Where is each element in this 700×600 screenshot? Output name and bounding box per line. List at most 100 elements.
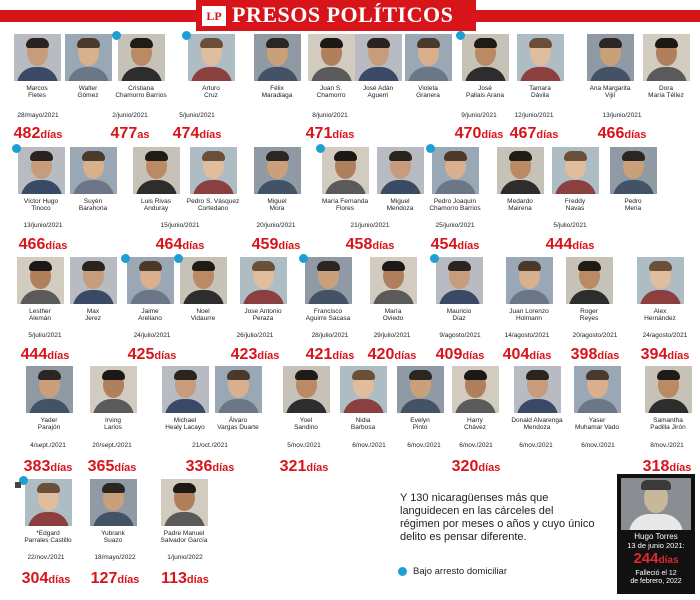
detention-date: 9/junio/2021 bbox=[461, 112, 497, 119]
days-number: 467 bbox=[509, 125, 537, 142]
prisoner-name: Alex Hernández bbox=[644, 308, 676, 322]
portrait-photo bbox=[308, 34, 355, 81]
days-count: 425días bbox=[112, 346, 192, 364]
prisoner-name: Harry Chávez bbox=[463, 417, 487, 431]
days-suffix: días bbox=[332, 129, 355, 141]
days-number: 474 bbox=[172, 125, 200, 142]
days-count: 404días bbox=[487, 346, 567, 364]
house-arrest-dot-icon bbox=[19, 476, 28, 485]
legend-label: Bajo arresto domiciliar bbox=[413, 566, 507, 577]
portrait-photo bbox=[322, 147, 369, 194]
portrait-photo bbox=[645, 366, 692, 413]
days-count: 464días bbox=[140, 236, 220, 254]
days-count: 365días bbox=[72, 458, 152, 476]
detention-date: 20/junio/2021 bbox=[256, 222, 296, 229]
prisoner-name: Dora María Téllez bbox=[648, 85, 684, 99]
prisoner-name: Yoel Sandino bbox=[294, 417, 318, 431]
detention-date: 6/nov./2021 bbox=[352, 442, 386, 449]
days-count: 321días bbox=[264, 458, 344, 476]
days-number: 113 bbox=[161, 570, 187, 587]
portrait-photo bbox=[14, 34, 61, 81]
days-count: 420días bbox=[352, 346, 432, 364]
days-number: 304 bbox=[21, 570, 49, 587]
portrait-photo bbox=[462, 34, 509, 81]
legend: Bajo arresto domiciliar bbox=[398, 566, 507, 577]
memorial-box: Hugo Torres 13 de junio 2021: 244días Fa… bbox=[617, 474, 695, 594]
days-count: 454días bbox=[415, 236, 495, 254]
days-suffix: días bbox=[462, 350, 485, 362]
house-arrest-dot-icon bbox=[121, 254, 130, 263]
days-suffix: días bbox=[481, 129, 504, 141]
prisoner-name: Pedro S. Vásquez Cortedano bbox=[186, 198, 240, 212]
prisoner-name: Marcos Fletes bbox=[26, 85, 48, 99]
prisoner-name: Pedro Joaquín Chamorro Barrios bbox=[429, 198, 481, 212]
days-number: 425 bbox=[127, 346, 155, 363]
note-text: Y 130 nicaragüenses más que languidecen … bbox=[400, 492, 595, 543]
days-suffix: días bbox=[669, 462, 692, 474]
prisoner-name: Yubrank Suazo bbox=[101, 530, 125, 544]
portrait-photo bbox=[517, 34, 564, 81]
days-count: 383días bbox=[8, 458, 88, 476]
page-title: PRESOS POLÍTICOS bbox=[232, 2, 454, 27]
house-arrest-dot-icon bbox=[426, 144, 435, 153]
days-count: 477as bbox=[90, 125, 170, 143]
detention-date: 5/julio/2021 bbox=[553, 222, 587, 229]
days-count: 444días bbox=[530, 236, 610, 254]
days-suffix: días bbox=[332, 350, 355, 362]
prisoner-name: María Fernanda Flores bbox=[321, 198, 369, 212]
portrait-photo bbox=[133, 147, 180, 194]
detention-date: 26/julio/2021 bbox=[236, 332, 274, 339]
days-count: 474días bbox=[157, 125, 237, 143]
days-suffix: días bbox=[394, 350, 417, 362]
detention-date: 29/julio/2021 bbox=[373, 332, 411, 339]
days-suffix: días bbox=[597, 350, 620, 362]
detention-date: 5/junio/2021 bbox=[179, 112, 215, 119]
house-arrest-dot-icon bbox=[112, 31, 121, 40]
prisoner-name: Samantha Padilla Jirón bbox=[650, 417, 686, 431]
days-number: 336 bbox=[185, 458, 213, 475]
memorial-death-note: Falleció el 12 de febrero, 2022 bbox=[630, 570, 682, 585]
detention-date: 13/junio/2021 bbox=[602, 112, 642, 119]
days-number: 470 bbox=[454, 125, 482, 142]
detention-date: 20/agosto/2021 bbox=[572, 332, 618, 339]
portrait-photo bbox=[70, 257, 117, 304]
house-arrest-dot-icon bbox=[174, 254, 183, 263]
portrait-photo bbox=[637, 257, 684, 304]
days-suffix: días bbox=[47, 350, 70, 362]
la-prensa-logo: LP bbox=[202, 6, 226, 26]
detention-date: 4/sept./2021 bbox=[30, 442, 66, 449]
prisoner-name: Suyén Barahona bbox=[78, 198, 108, 212]
prisoner-name: María Oviedo bbox=[382, 308, 404, 322]
days-suffix: días bbox=[40, 129, 63, 141]
prisoner-name: Max Jerez bbox=[85, 308, 101, 322]
days-number: 423 bbox=[230, 346, 258, 363]
prisoner-name: Noel Vidaurre bbox=[190, 308, 216, 322]
portrait-photo bbox=[397, 366, 444, 413]
days-suffix: días bbox=[257, 350, 280, 362]
prisoner-name: Víctor Hugo Tinoco bbox=[23, 198, 59, 212]
prisoner-name: Padre Manuel Salvador García bbox=[160, 530, 208, 544]
days-number: 444 bbox=[545, 236, 573, 253]
prisoner-name: Jaime Arellano bbox=[138, 308, 162, 322]
house-arrest-dot-icon bbox=[182, 31, 191, 40]
prisoner-name: Yader Parajón bbox=[37, 417, 61, 431]
portrait-photo bbox=[118, 34, 165, 81]
portrait-photo bbox=[574, 366, 621, 413]
detention-date: 1/junio/2022 bbox=[167, 554, 203, 561]
portrait-photo bbox=[127, 257, 174, 304]
portrait-photo bbox=[180, 257, 227, 304]
portrait-photo bbox=[643, 34, 690, 81]
house-arrest-dot-icon bbox=[316, 144, 325, 153]
portrait-photo bbox=[161, 479, 208, 526]
detention-date: 20/sept./2021 bbox=[92, 442, 132, 449]
days-number: 320 bbox=[451, 458, 479, 475]
days-suffix: días bbox=[154, 350, 177, 362]
portrait-photo bbox=[370, 257, 417, 304]
prisoner-name: Miguel Mora bbox=[267, 198, 287, 212]
days-suffix: días bbox=[278, 240, 301, 252]
days-suffix: días bbox=[624, 129, 647, 141]
detention-date: 18/mayo/2022 bbox=[94, 554, 136, 561]
prisoner-name: Miguel Mendoza bbox=[386, 198, 414, 212]
days-number: 318 bbox=[642, 458, 670, 475]
detention-date: 8/nov./2021 bbox=[650, 442, 684, 449]
